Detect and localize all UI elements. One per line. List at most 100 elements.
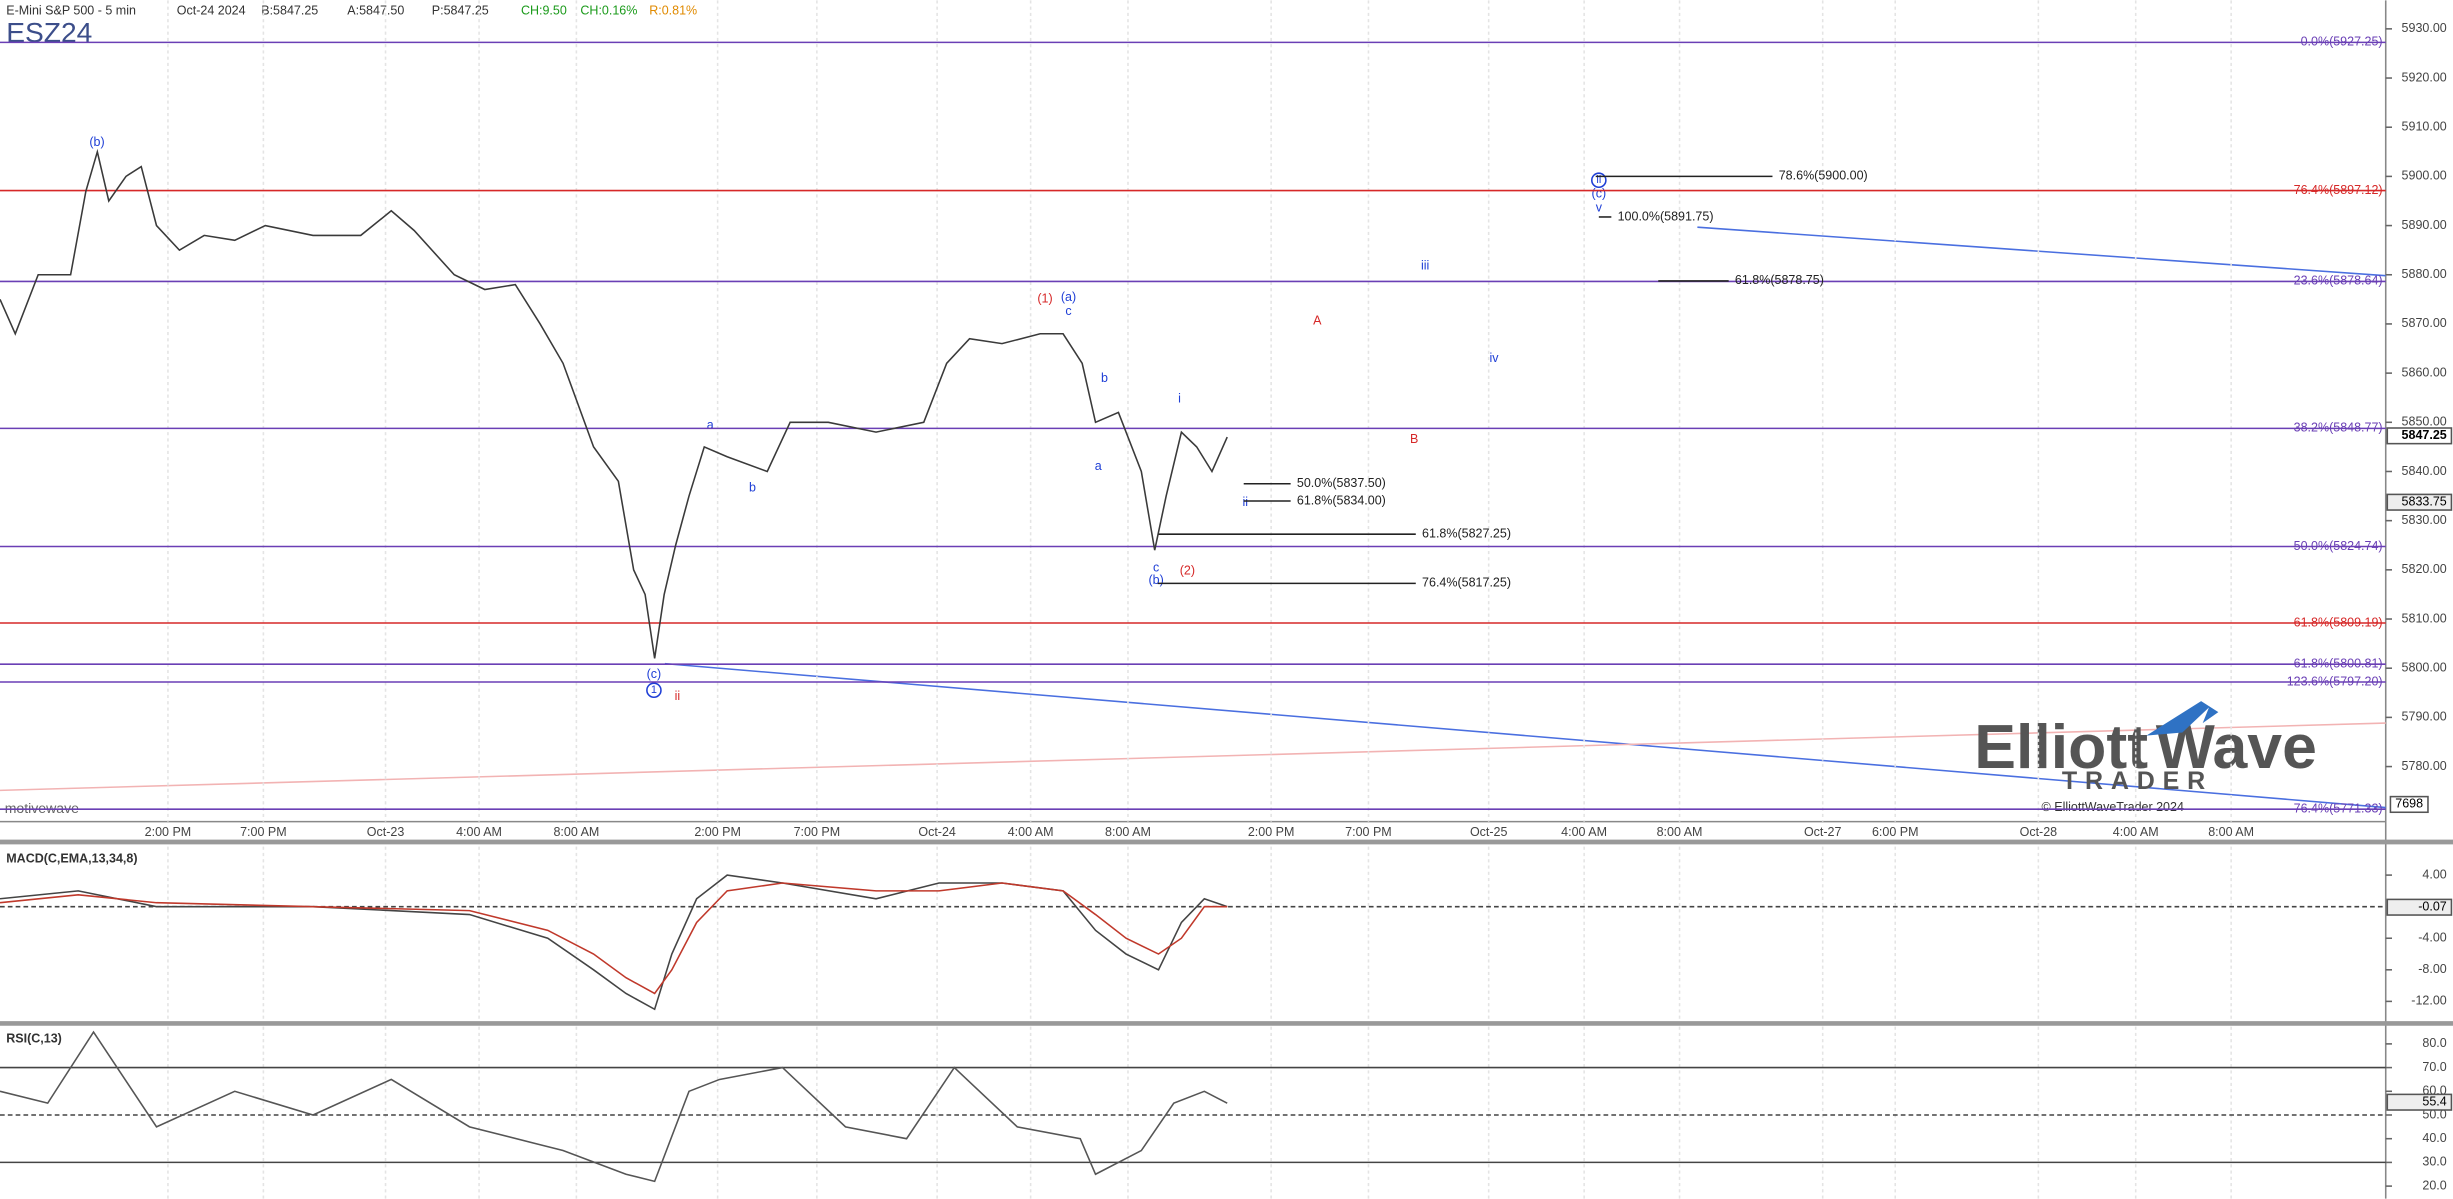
- y-tick-label: -12.00: [2411, 994, 2446, 1008]
- copyright: © ElliottWaveTrader 2024: [2042, 800, 2184, 814]
- change: CH:9.50: [521, 4, 567, 18]
- y-tick-label: 5870.00: [2402, 316, 2447, 330]
- y-tick-label: 30.0: [2422, 1155, 2446, 1169]
- target-label: 76.4%(5817.25): [1422, 576, 1511, 590]
- x-tick-label: 2:00 PM: [694, 825, 741, 839]
- x-tick-label: 7:00 PM: [794, 825, 841, 839]
- price: P:5847.25: [432, 4, 489, 18]
- change-pct: CH:0.16%: [580, 4, 637, 18]
- fib-label: 23.6%(5878.64): [2294, 274, 2383, 288]
- watermark: motivewave: [5, 800, 79, 816]
- y-tick-label: 5900.00: [2402, 169, 2447, 183]
- x-tick-label: Oct-27: [1804, 825, 1842, 839]
- wave-label: ii: [1242, 495, 1248, 509]
- fib-label: 76.4%(5897.12): [2294, 183, 2383, 197]
- y-tick-label: 5790.00: [2402, 710, 2447, 724]
- wave-label: A: [1313, 313, 1322, 327]
- x-tick-label: 8:00 AM: [2208, 825, 2254, 839]
- y-tick-label: 80.0: [2422, 1036, 2446, 1050]
- fib-label: 76.4%(5771.33): [2294, 802, 2383, 816]
- y-tick-label: 5780.00: [2402, 759, 2447, 773]
- y-tick-label: 5850.00: [2402, 415, 2447, 429]
- target-label: 61.8%(5878.75): [1735, 273, 1824, 287]
- wave-label: c: [1065, 304, 1071, 318]
- y-tick-label: 5820.00: [2402, 562, 2447, 576]
- wave-label: a: [707, 418, 714, 432]
- ask: A:5847.50: [347, 4, 404, 18]
- x-tick-label: 4:00 AM: [1561, 825, 1607, 839]
- y-tick-label: 4.00: [2422, 867, 2446, 881]
- panel-title: MACD(C,EMA,13,34,8): [6, 851, 137, 865]
- x-tick-label: 2:00 PM: [145, 825, 192, 839]
- wave-label: (2): [1180, 564, 1195, 578]
- x-tick-label: 8:00 AM: [553, 825, 599, 839]
- wave-label: ii: [675, 689, 681, 703]
- wave-label: v: [1596, 201, 1603, 215]
- wave-label: (1): [1037, 291, 1052, 305]
- x-tick-label: 2:00 PM: [1248, 825, 1295, 839]
- logo-text: Elliott: [1974, 712, 2148, 782]
- bid: B:5847.25: [261, 4, 318, 18]
- wave-label: iv: [1489, 351, 1499, 365]
- price-box-label: 55.4: [2422, 1094, 2446, 1108]
- wave-label: a: [1095, 459, 1102, 473]
- y-tick-label: 5920.00: [2402, 70, 2447, 84]
- x-tick-label: Oct-24: [918, 825, 956, 839]
- price-box: [2386, 493, 2453, 511]
- trend-line: [0, 722, 2386, 792]
- wave-label: 1: [651, 684, 657, 696]
- panel-title: RSI(C,13): [6, 1031, 62, 1045]
- y-tick-label: 5830.00: [2402, 513, 2447, 527]
- wave-label: B: [1410, 432, 1418, 446]
- y-tick-label: 5860.00: [2402, 365, 2447, 379]
- target-label: 78.6%(5900.00): [1779, 169, 1868, 183]
- logo-text: TRADER: [2062, 767, 2213, 795]
- price-box: [2386, 898, 2453, 916]
- wave-label: b: [749, 481, 756, 495]
- wave-label: c: [1153, 561, 1159, 575]
- x-tick-label: 7:00 PM: [240, 825, 287, 839]
- y-tick-label: 5890.00: [2402, 218, 2447, 232]
- series-line: [0, 1030, 1228, 1183]
- fib-label: 50.0%(5824.74): [2294, 539, 2383, 553]
- y-tick-label: -4.00: [2418, 931, 2447, 945]
- volume-label: 7698: [2395, 797, 2423, 811]
- x-tick-label: 8:00 AM: [1657, 825, 1703, 839]
- wave-label: (c): [1592, 187, 1607, 201]
- wave-label: (a): [1061, 290, 1076, 304]
- wave-label: i: [1178, 392, 1181, 406]
- wave-label: ii: [1596, 174, 1601, 186]
- price-box-label: 5833.75: [2402, 495, 2447, 509]
- range: R:0.81%: [649, 4, 697, 18]
- series-line: [0, 874, 1228, 1011]
- x-tick-label: 8:00 AM: [1105, 825, 1151, 839]
- date: Oct-24 2024: [177, 4, 246, 18]
- logo-arrow: [2146, 701, 2219, 736]
- volume-box: [2389, 795, 2429, 814]
- x-tick-label: 7:00 PM: [1345, 825, 1392, 839]
- y-tick-label: 20.0: [2422, 1178, 2446, 1192]
- price-box: [2386, 1093, 2453, 1111]
- x-tick-label: 4:00 AM: [2113, 825, 2159, 839]
- target-label: 61.8%(5827.25): [1422, 526, 1511, 540]
- trend-line: [1697, 226, 2386, 277]
- y-tick-label: 5930.00: [2402, 21, 2447, 35]
- fib-label: 61.8%(5809.19): [2294, 615, 2383, 629]
- target-label: 100.0%(5891.75): [1618, 209, 1714, 223]
- wave-label: (c): [647, 667, 662, 681]
- symbol: ESZ24: [6, 17, 92, 48]
- wave-circle: [1591, 172, 1607, 189]
- y-tick-label: -8.00: [2418, 962, 2447, 976]
- x-tick-label: Oct-23: [367, 825, 405, 839]
- target-label: 61.8%(5834.00): [1297, 493, 1386, 507]
- wave-label: iii: [1421, 259, 1429, 273]
- x-tick-label: Oct-28: [2020, 825, 2058, 839]
- price-line: [0, 148, 1228, 659]
- series-line: [0, 882, 1228, 995]
- y-tick-label: 70.0: [2422, 1060, 2446, 1074]
- y-tick-label: 5910.00: [2402, 120, 2447, 134]
- y-tick-label: 5800.00: [2402, 660, 2447, 674]
